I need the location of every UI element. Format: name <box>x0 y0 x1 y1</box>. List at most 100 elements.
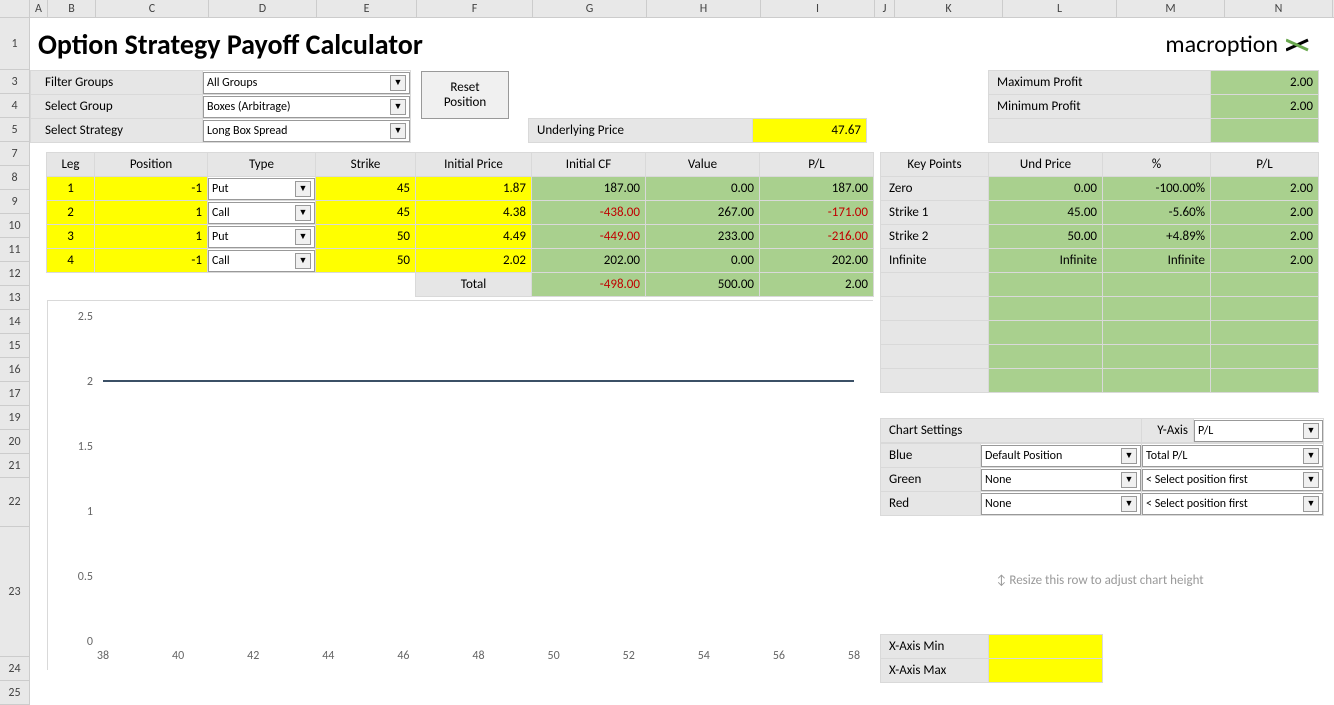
initial-price-input[interactable]: 2.02 <box>416 249 532 273</box>
keypoint-label: Strike 1 <box>881 201 989 225</box>
col-header[interactable]: B <box>48 0 96 17</box>
type-dropdown[interactable]: Call▼ <box>208 250 315 272</box>
keypoint-pl: 2.00 <box>1211 177 1319 201</box>
series-value-dropdown[interactable]: < Select position first▼ <box>1142 493 1323 515</box>
col-header[interactable]: G <box>533 0 647 17</box>
row-header[interactable]: 9 <box>0 190 30 214</box>
row-header[interactable]: 20 <box>0 430 30 454</box>
row-header[interactable]: 17 <box>0 382 30 406</box>
row-header[interactable]: 23 <box>0 527 30 657</box>
row-header[interactable]: 14 <box>0 310 30 334</box>
col-header[interactable]: I <box>761 0 875 17</box>
yaxis-value: P/L <box>1198 424 1213 438</box>
row-header[interactable]: 3 <box>0 70 30 94</box>
position-input[interactable]: -1 <box>95 177 208 201</box>
reset-position-button[interactable]: Reset Position <box>421 71 509 119</box>
row-header[interactable]: 15 <box>0 334 30 358</box>
select-group-dropdown[interactable]: Boxes (Arbitrage) ▼ <box>203 96 410 118</box>
select-strategy-dropdown[interactable]: Long Box Spread ▼ <box>203 120 410 142</box>
series-position-dropdown[interactable]: Default Position▼ <box>981 445 1141 467</box>
value-cell: 0.00 <box>646 177 760 201</box>
col-header[interactable]: A <box>30 0 48 17</box>
col-header[interactable]: K <box>895 0 1003 17</box>
payoff-chart: 00.511.522.53840424446485052545658 <box>47 300 873 670</box>
type-dropdown[interactable]: Put▼ <box>208 226 315 248</box>
initial-price-input[interactable]: 4.38 <box>416 201 532 225</box>
row-header[interactable]: 10 <box>0 214 30 238</box>
svg-text:58: 58 <box>848 649 860 663</box>
strike-input[interactable]: 50 <box>316 249 416 273</box>
keypoint-und: 45.00 <box>989 201 1103 225</box>
row-header[interactable]: 16 <box>0 358 30 382</box>
max-profit-value: 2.00 <box>1211 71 1319 95</box>
row-header[interactable]: 13 <box>0 286 30 310</box>
series-position-dropdown[interactable]: None▼ <box>981 469 1141 491</box>
row-header[interactable]: 21 <box>0 454 30 478</box>
value-cell: 233.00 <box>646 225 760 249</box>
leg-row: 4-1Call▼502.02202.000.00202.00 <box>47 249 874 273</box>
col-header[interactable]: E <box>317 0 417 17</box>
col-header[interactable]: M <box>1117 0 1225 17</box>
svg-text:54: 54 <box>698 649 710 663</box>
row-header[interactable]: 24 <box>0 657 30 681</box>
svg-text:46: 46 <box>397 649 409 663</box>
chevron-down-icon: ▼ <box>1121 496 1137 512</box>
col-header[interactable]: N <box>1225 0 1333 17</box>
col-header[interactable]: L <box>1003 0 1117 17</box>
row-header[interactable]: 8 <box>0 166 30 190</box>
position-input[interactable]: -1 <box>95 249 208 273</box>
chevron-down-icon: ▼ <box>295 253 311 269</box>
col-header[interactable]: J <box>875 0 895 17</box>
svg-text:0: 0 <box>87 635 93 649</box>
initial-price-input[interactable]: 1.87 <box>416 177 532 201</box>
series-label: Blue <box>881 444 981 468</box>
col-header[interactable]: F <box>417 0 533 17</box>
series-value-dropdown[interactable]: Total P/L▼ <box>1142 445 1323 467</box>
strike-input[interactable]: 45 <box>316 201 416 225</box>
legs-table: LegPositionTypeStrikeInitial PriceInitia… <box>46 152 874 297</box>
position-input[interactable]: 1 <box>95 201 208 225</box>
row-header[interactable]: 5 <box>0 118 30 142</box>
row-header[interactable]: 4 <box>0 94 30 118</box>
keypoint-label: Strike 2 <box>881 225 989 249</box>
underlying-price-value[interactable]: 47.67 <box>753 119 867 143</box>
selector-table: Filter Groups All Groups ▼ Reset Positio… <box>30 70 514 143</box>
filter-groups-value: All Groups <box>207 76 257 90</box>
initial-price-input[interactable]: 4.49 <box>416 225 532 249</box>
column-headers: ABCDEFGHIJKLMNO <box>0 0 1334 18</box>
strike-input[interactable]: 50 <box>316 225 416 249</box>
leg-row: 1-1Put▼451.87187.000.00187.00 <box>47 177 874 201</box>
type-dropdown[interactable]: Put▼ <box>208 178 315 200</box>
svg-text:0.5: 0.5 <box>78 570 93 584</box>
row-header[interactable]: 7 <box>0 142 30 166</box>
row-header[interactable]: 12 <box>0 262 30 286</box>
row-header[interactable]: 1 <box>0 18 30 70</box>
series-value-dropdown[interactable]: < Select position first▼ <box>1142 469 1323 491</box>
row-header[interactable]: 25 <box>0 681 30 705</box>
xaxis-max-input[interactable] <box>989 659 1103 683</box>
col-header[interactable]: H <box>647 0 761 17</box>
series-position-dropdown[interactable]: None▼ <box>981 493 1141 515</box>
legs-header: Initial CF <box>532 153 646 177</box>
col-header[interactable]: C <box>96 0 209 17</box>
row-header[interactable]: 11 <box>0 238 30 262</box>
legs-header: Initial Price <box>416 153 532 177</box>
row-header[interactable]: 22 <box>0 478 30 527</box>
row-header[interactable]: 19 <box>0 406 30 430</box>
filter-groups-dropdown[interactable]: All Groups ▼ <box>203 72 410 94</box>
value-cell: 0.00 <box>646 249 760 273</box>
xaxis-min-label: X-Axis Min <box>881 635 989 659</box>
xaxis-min-input[interactable] <box>989 635 1103 659</box>
type-dropdown[interactable]: Call▼ <box>208 202 315 224</box>
strike-input[interactable]: 45 <box>316 177 416 201</box>
yaxis-dropdown[interactable]: P/L ▼ <box>1194 420 1323 442</box>
leg-row: 21Call▼454.38-438.00267.00-171.00 <box>47 201 874 225</box>
position-input[interactable]: 1 <box>95 225 208 249</box>
leg-num: 1 <box>47 177 95 201</box>
keypoint-pl: 2.00 <box>1211 249 1319 273</box>
chart-svg: 00.511.522.53840424446485052545658 <box>48 301 874 671</box>
svg-text:2.5: 2.5 <box>78 310 93 324</box>
keypoints-header: Und Price <box>989 153 1103 177</box>
col-header[interactable]: D <box>209 0 317 17</box>
total-cf: -498.00 <box>532 273 646 297</box>
